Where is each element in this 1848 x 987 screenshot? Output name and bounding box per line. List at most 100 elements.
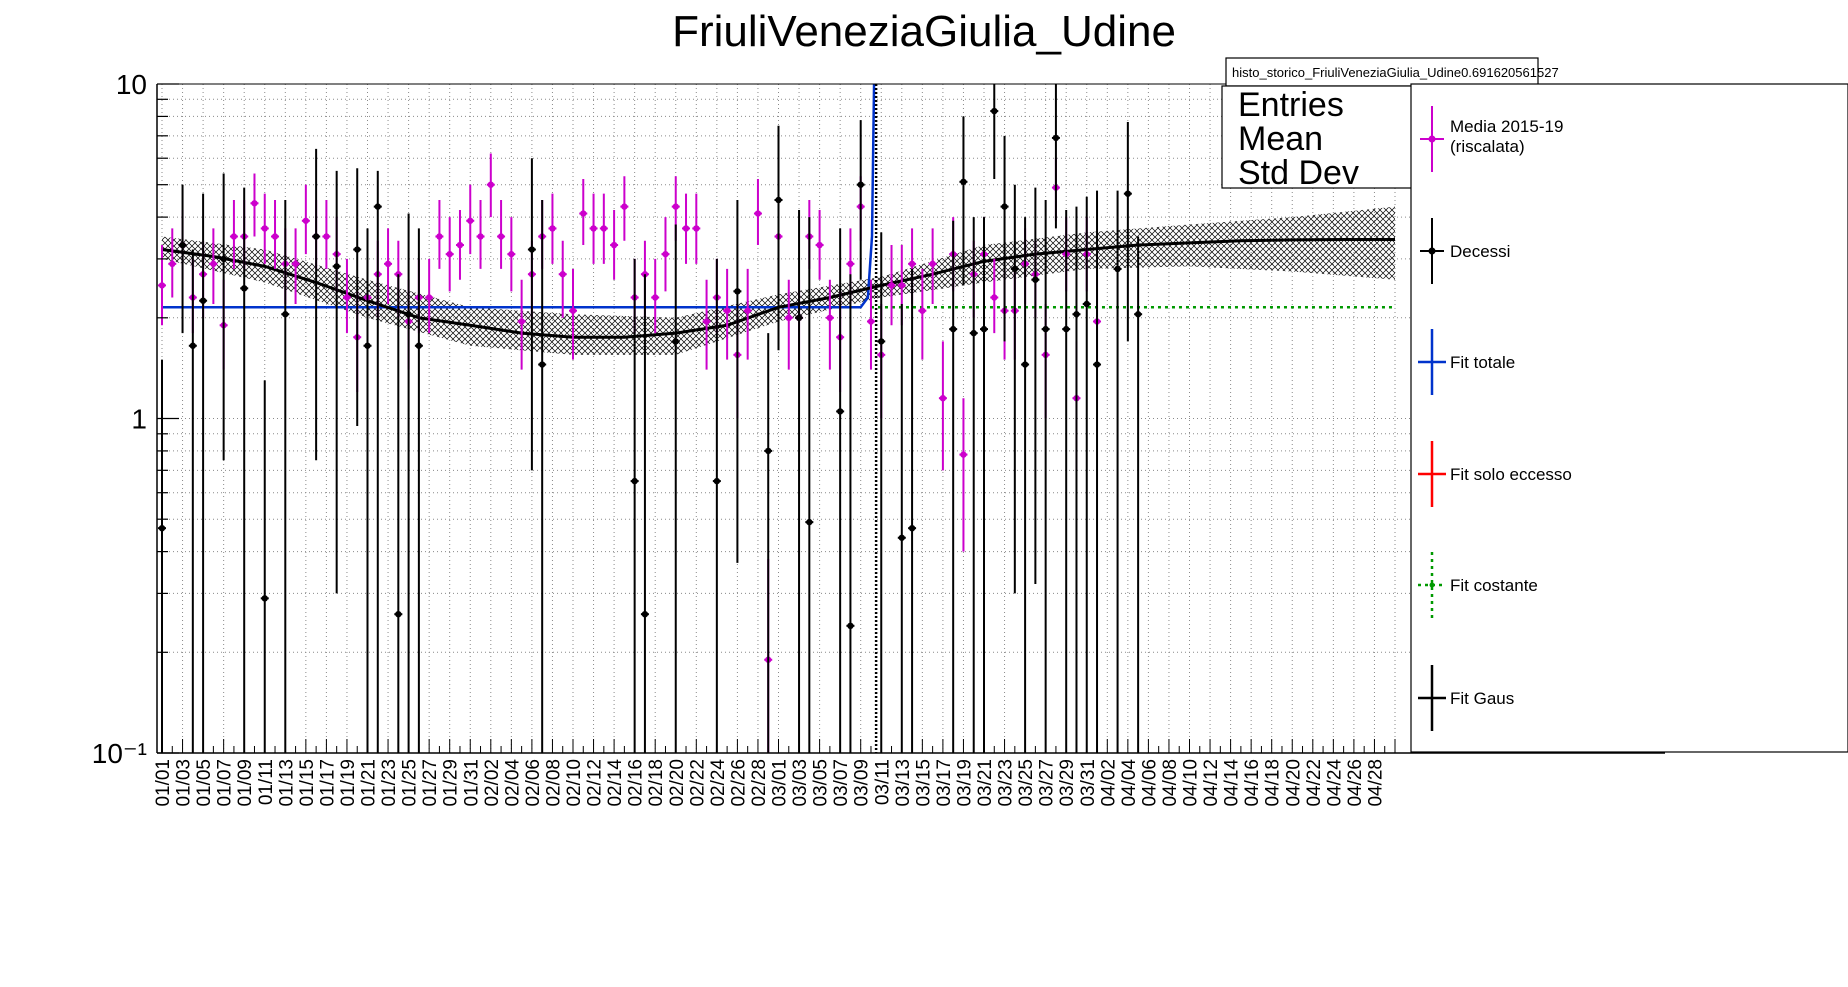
marker (323, 233, 330, 240)
media-point (938, 341, 947, 471)
marker (333, 263, 340, 270)
x-tick-label: 02/16 (626, 759, 647, 807)
marker (590, 225, 597, 232)
media-point (743, 268, 752, 360)
x-tick-label: 04/18 (1263, 759, 1284, 807)
legend-entry: Decessi (1420, 218, 1510, 284)
media-point (445, 217, 454, 292)
x-tick-label: 01/31 (461, 759, 482, 807)
legend-entry: Fit costante (1418, 552, 1538, 618)
decessi-point (959, 116, 968, 286)
x-tick-label: 04/06 (1139, 759, 1160, 807)
marker (374, 203, 381, 210)
marker (559, 271, 566, 278)
marker (199, 297, 207, 304)
x-tick-label: 03/17 (934, 759, 955, 807)
decessi-point (404, 213, 413, 753)
marker (795, 314, 803, 322)
decessi-point (949, 220, 958, 753)
marker (158, 282, 166, 289)
x-tick-label: 04/22 (1304, 759, 1325, 807)
media-point (599, 193, 608, 264)
marker (538, 361, 546, 368)
x-tick-label: 01/09 (235, 759, 256, 807)
legend-marker (1429, 582, 1435, 588)
legend-entry: Fit solo eccesso (1418, 441, 1572, 507)
legend-label: Fit totale (1450, 353, 1515, 372)
x-tick-label: 02/08 (543, 759, 564, 807)
legend-entry: Fit Gaus (1418, 665, 1514, 731)
marker (949, 325, 957, 333)
marker (446, 250, 453, 258)
legend-label: Fit Gaus (1450, 689, 1514, 708)
x-tick-label: 01/05 (194, 759, 215, 807)
marker (210, 260, 217, 268)
decessi-point (281, 200, 290, 753)
stats-row-label: Std Dev (1238, 154, 1359, 192)
marker (960, 451, 967, 458)
media-point (866, 279, 875, 370)
marker (354, 246, 361, 253)
media-point (589, 193, 598, 264)
x-tick-label: 01/29 (441, 759, 462, 807)
x-tick-label: 02/02 (482, 759, 503, 807)
media-point (435, 200, 444, 269)
decessi-point (1021, 217, 1030, 753)
marker (189, 342, 197, 349)
marker (312, 233, 320, 240)
media-point (928, 228, 937, 304)
x-tick-label: 03/29 (1057, 759, 1078, 807)
x-tick-label: 03/25 (1016, 759, 1037, 807)
media-point (517, 279, 526, 370)
marker (436, 233, 443, 240)
decessi-point (630, 258, 639, 753)
marker (693, 225, 700, 232)
marker (991, 107, 998, 115)
media-point (507, 217, 516, 292)
marker (960, 178, 967, 186)
x-tick-label: 01/25 (400, 759, 421, 807)
marker (569, 307, 577, 314)
x-tick-label: 04/26 (1345, 759, 1366, 807)
x-tick-label: 01/19 (338, 759, 359, 807)
media-point (682, 193, 691, 264)
marker (528, 246, 536, 253)
marker (662, 250, 669, 258)
marker (395, 610, 402, 618)
marker (415, 342, 423, 349)
media-point (610, 210, 619, 280)
x-tick-label: 04/28 (1365, 759, 1386, 807)
marker (251, 200, 258, 207)
media-point (342, 258, 351, 334)
x-tick-label: 03/03 (790, 759, 811, 807)
marker (487, 181, 494, 188)
decessi-point (199, 193, 208, 753)
marker (477, 233, 484, 240)
marker (991, 294, 998, 301)
marker (908, 260, 916, 268)
media-point (291, 228, 300, 304)
decessi-point (188, 249, 197, 753)
x-tick-label: 04/02 (1098, 759, 1119, 807)
x-tick-label: 03/31 (1078, 759, 1099, 807)
marker (867, 318, 875, 325)
marker (765, 447, 772, 455)
x-tick-label: 01/23 (379, 759, 400, 807)
decessi-point (671, 224, 680, 753)
x-tick-label: 04/08 (1160, 759, 1181, 807)
legend-label: Fit costante (1450, 576, 1538, 595)
marker (672, 203, 679, 210)
x-tick-label: 01/11 (256, 759, 277, 805)
marker (672, 338, 679, 345)
marker (713, 477, 721, 485)
decessi-point (312, 148, 321, 461)
decessi-point (712, 258, 721, 753)
decessi-point (363, 228, 372, 753)
marker (241, 285, 248, 292)
legend-label: Fit solo eccesso (1450, 465, 1572, 484)
y-tick-label: 10⁻¹ (92, 738, 147, 769)
stats-box-body (1221, 85, 1413, 189)
marker (343, 294, 351, 301)
fit-totale-line (162, 83, 876, 309)
decessi-point (980, 217, 988, 753)
